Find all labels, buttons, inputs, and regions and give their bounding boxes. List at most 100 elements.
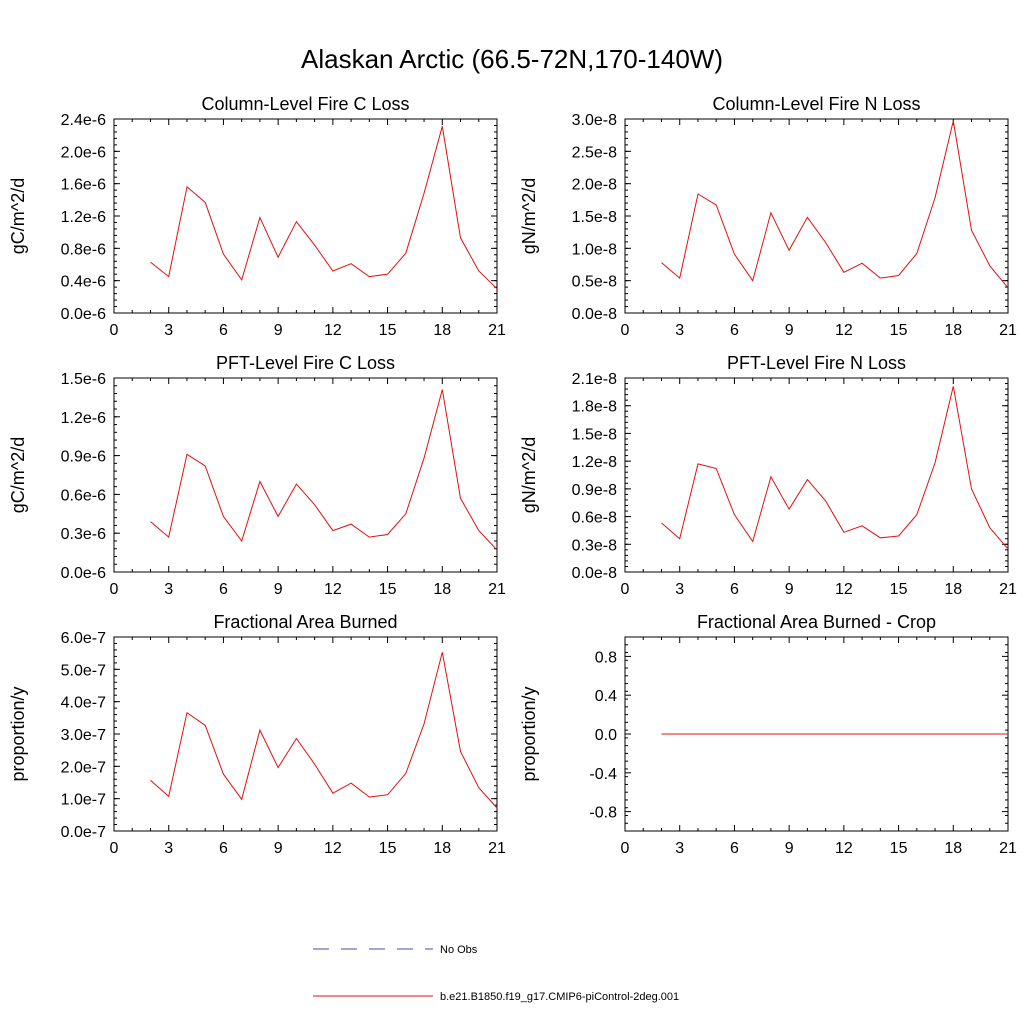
x-tick-label: 9 [274,581,283,598]
x-tick-label: 6 [730,840,739,857]
y-tick-label: 2.0e-7 [61,759,106,776]
y-tick-label: 0.0e-8 [572,565,617,582]
panel-1: 0 3 6 9 12 15 18 21 0.0e-6 0.4e-6 0.8e-6 1.2e-6 1.6e… [8,94,506,339]
x-tick-label: 18 [433,840,451,857]
x-tick-label: 6 [219,322,228,339]
x-tick-label: 15 [379,840,397,857]
x-tick-label: 12 [324,840,342,857]
x-tick-label: 6 [219,840,228,857]
y-tick-label: 4.0e-7 [61,695,106,712]
x-tick-label: 15 [379,322,397,339]
x-tick-label: 9 [785,840,794,857]
x-tick-label: 9 [785,322,794,339]
y-tick-label: 1.5e-8 [572,426,617,443]
y-tick-label: 1.5e-8 [572,209,617,226]
x-tick-label: 21 [488,840,506,857]
y-tick-label: 1.0e-8 [572,241,617,258]
series-line-model [150,652,498,809]
y-tick-label: 1.2e-8 [572,454,617,471]
x-tick-label: 3 [675,840,684,857]
x-tick-label: 12 [324,322,342,339]
plot-frame [113,377,498,573]
y-tick-label: 0.4e-6 [61,274,106,291]
plot-frame [624,377,1009,573]
y-tick-label: 1.6e-6 [61,177,106,194]
x-tick-label: 12 [835,322,853,339]
panel-title: Column-Level Fire N Loss [712,94,920,114]
x-tick-label: 18 [944,840,962,857]
panel-2: 0 3 6 9 12 15 18 21 0.0e-8 0.5e-8 1.0e-8 1.5e-8 2.0e… [519,94,1017,339]
y-tick-label: 5.0e-7 [61,662,106,679]
y-tick-label: 3.0e-7 [61,727,106,744]
x-tick-label: 6 [730,322,739,339]
x-tick-label: 9 [785,581,794,598]
series-line-model [150,126,498,290]
plot-frame [624,118,1009,314]
series-line-model [150,389,498,551]
y-tick-label: 2.4e-6 [61,112,106,129]
x-tick-label: 9 [274,322,283,339]
y-tick-label: 1.0e-7 [61,792,106,809]
y-tick-label: 0.0e-6 [61,565,106,582]
y-tick-label: 0.4 [595,688,617,705]
panel-4: 0 3 6 9 12 15 18 21 0.0e-8 0.3e-8 0.6e-8 0.9e-8 1.2e… [519,353,1017,598]
y-tick-label: 0.9e-6 [61,449,106,466]
x-tick-label: 18 [433,581,451,598]
panel-5: 0 3 6 9 12 15 18 21 0.0e-7 1.0e-7 2.0e-7 3.0e-7 4.0e… [8,612,506,857]
y-tick-label: 6.0e-7 [61,630,106,647]
x-tick-label: 3 [164,581,173,598]
x-tick-label: 3 [675,322,684,339]
x-tick-label: 0 [621,840,630,857]
y-axis-label: proportion/y [8,686,28,781]
series-line-model [661,120,1009,289]
x-tick-label: 3 [675,581,684,598]
panel-title: Fractional Area Burned [213,612,397,632]
x-tick-label: 21 [999,322,1017,339]
series-line-model [661,386,1009,550]
x-tick-label: 18 [944,581,962,598]
x-tick-label: 21 [999,581,1017,598]
y-tick-label: 0.5e-8 [572,274,617,291]
y-tick-label: 0.6e-8 [572,510,617,527]
panel-title: Column-Level Fire C Loss [201,94,409,114]
x-tick-label: 15 [890,322,908,339]
panel-title: PFT-Level Fire N Loss [727,353,906,373]
y-tick-label: 0.0e-8 [572,306,617,323]
plot-frame [113,118,498,314]
y-tick-label: 0.8 [595,649,617,666]
plot-frame [113,636,498,832]
x-tick-label: 15 [890,840,908,857]
y-tick-label: 0.9e-8 [572,482,617,499]
x-tick-label: 0 [110,840,119,857]
legend-label-no-obs: No Obs [440,944,478,956]
y-tick-label: 0.6e-6 [61,487,106,504]
x-tick-label: 0 [621,581,630,598]
y-tick-label: 2.5e-8 [572,144,617,161]
y-tick-label: 1.2e-6 [61,209,106,226]
panels-group: 0 3 6 9 12 15 18 21 0.0e-6 0.4e-6 0.8e-6 1.2e-6 1.6e… [8,94,1017,857]
y-tick-label: 0.0e-7 [61,824,106,841]
legend: No Obs b.e21.B1850.f19_g17.CMIP6-piContr… [313,944,679,1003]
x-tick-label: 21 [999,840,1017,857]
y-tick-label: 0.3e-8 [572,537,617,554]
y-tick-label: 1.5e-6 [61,371,106,388]
y-axis-label: proportion/y [519,686,539,781]
x-tick-label: 21 [488,581,506,598]
y-tick-label: -0.4 [589,766,617,783]
y-tick-label: 0.8e-6 [61,241,106,258]
panel-3: 0 3 6 9 12 15 18 21 0.0e-6 0.3e-6 0.6e-6 0.9e-6 1.2e… [8,353,506,598]
x-tick-label: 0 [110,322,119,339]
x-tick-label: 18 [944,322,962,339]
x-tick-label: 12 [835,840,853,857]
x-tick-label: 3 [164,322,173,339]
x-tick-label: 0 [621,322,630,339]
legend-label-model: b.e21.B1850.f19_g17.CMIP6-piControl-2deg… [440,991,679,1003]
x-tick-label: 12 [324,581,342,598]
y-tick-label: 1.8e-8 [572,399,617,416]
y-tick-label: -0.8 [589,805,617,822]
x-tick-label: 6 [730,581,739,598]
y-axis-label: gN/m^2/d [519,178,539,254]
y-tick-label: 2.1e-8 [572,371,617,388]
panel-6: 0 3 6 9 12 15 18 21 -0.8 -0.4 0.0 0.4 0.8 Fractional … [519,612,1017,857]
